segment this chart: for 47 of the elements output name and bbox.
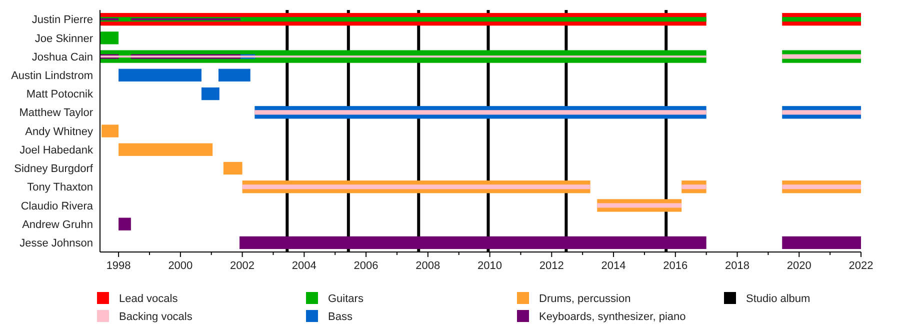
x-tick-label: 2018 (725, 260, 750, 272)
bar (597, 203, 682, 208)
y-tick-label: Joshua Cain (32, 51, 93, 64)
legend-label: Guitars (328, 292, 364, 305)
bar (201, 87, 220, 100)
x-tick-label: 2014 (601, 260, 626, 272)
x-tick-label: 2020 (786, 260, 812, 272)
y-tick-label: Matthew Taylor (19, 107, 94, 120)
x-tick-label: 2008 (416, 260, 440, 272)
bar (782, 110, 861, 115)
legend-label: Studio album (746, 292, 810, 305)
bar (242, 184, 590, 190)
x-tick-label: 2016 (663, 260, 688, 272)
bar (782, 54, 861, 59)
x-tick-label: 2002 (230, 260, 255, 272)
bar (118, 68, 202, 82)
bar (218, 68, 250, 82)
x-tick-label: 1998 (106, 260, 131, 272)
bar (254, 110, 706, 115)
x-tick-label: 2010 (478, 260, 502, 272)
legend-label: Lead vocals (119, 292, 178, 305)
y-tick-label: Austin Lindstrom (11, 70, 93, 82)
x-tick-label: 2022 (848, 260, 874, 272)
x-tick-label: 2004 (292, 260, 316, 272)
legend-label: Backing vocals (119, 310, 193, 323)
legend-label: Keyboards, synthesizer, piano (539, 310, 686, 323)
bar (118, 143, 213, 156)
bar (102, 124, 119, 138)
y-tick-label: Joe Skinner (34, 32, 94, 45)
y-tick-label: Justin Pierre (32, 14, 93, 26)
y-tick-label: Matt Potocnik (26, 88, 94, 101)
y-tick-label: Claudio Rivera (20, 200, 94, 212)
y-tick-label: Joel Habedank (20, 144, 94, 156)
y-tick-label: Sidney Burgdorf (14, 163, 94, 176)
y-tick-label: Tony Thaxton (27, 182, 93, 194)
bar (223, 162, 242, 175)
x-tick-label: 2006 (354, 260, 378, 272)
y-tick-label: Jesse Johnson (20, 238, 93, 250)
bar (682, 184, 706, 190)
y-tick-label: Andy Whitney (25, 126, 94, 138)
bar (782, 184, 861, 190)
y-tick-label: Andrew Gruhn (22, 218, 93, 231)
legend-label: Drums, percussion (539, 292, 631, 305)
x-tick-label: 2000 (168, 260, 193, 272)
x-tick-label: 2012 (539, 260, 564, 272)
bar (100, 32, 119, 44)
legend-label: Bass (328, 310, 353, 323)
